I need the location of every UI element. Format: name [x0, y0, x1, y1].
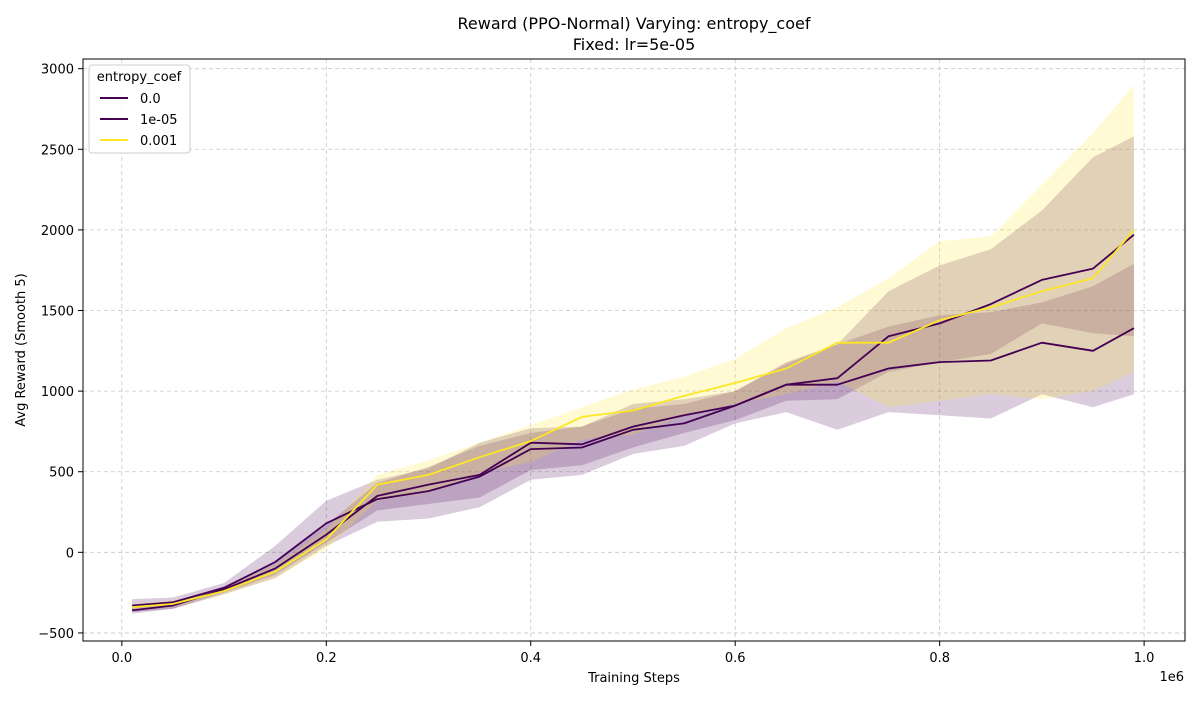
confidence-bands [132, 84, 1134, 614]
series-line-0 [132, 327, 1135, 607]
x-axis-label: Training Steps [587, 671, 680, 686]
x-tick-label: 0.0 [112, 651, 133, 666]
y-tick-label: 1000 [41, 385, 74, 400]
y-tick-label: 2500 [41, 143, 74, 158]
y-tick-label: 0 [66, 546, 74, 561]
legend-box [88, 64, 191, 154]
y-tick-label: 3000 [41, 63, 74, 78]
confidence-band-2 [132, 84, 1134, 611]
x-tick-label: 0.2 [316, 651, 337, 666]
series-line-1 [131, 234, 1135, 612]
legend-label: 0.001 [140, 134, 177, 149]
y-axis-label: Avg Reward (Smooth 5) [14, 273, 29, 426]
legend-title: entropy_coef [97, 70, 182, 85]
y-tick-label: 1500 [41, 305, 74, 320]
legend-label: 0.0 [140, 92, 161, 107]
grid-lines [83, 59, 1185, 641]
y-tick-label: 2000 [41, 224, 74, 239]
x-tick-label: 0.4 [520, 651, 541, 666]
x-tick-label: 1.0 [1134, 651, 1155, 666]
legend: entropy_coef 0.0 1e-05 0.001 [88, 64, 191, 154]
x-axis-scale-label: 1e6 [1159, 670, 1184, 685]
legend-label: 1e-05 [140, 113, 178, 128]
y-tick-label: −500 [38, 627, 74, 642]
x-axis-ticks: 0.0 0.2 0.4 0.6 0.8 1.0 [112, 641, 1155, 666]
series-line-2 [132, 229, 1135, 608]
chart-subtitle: Fixed: lr=5e-05 [573, 35, 696, 54]
x-tick-label: 0.6 [725, 651, 746, 666]
legend-entries: 0.0 1e-05 0.001 [100, 92, 178, 149]
plot-frame [82, 58, 1186, 642]
chart-title: Reward (PPO-Normal) Varying: entropy_coe… [458, 14, 811, 34]
y-tick-label: 500 [49, 466, 74, 481]
x-tick-label: 0.8 [929, 651, 950, 666]
confidence-band-0 [132, 263, 1134, 612]
y-axis-ticks: −500 0 500 1000 1500 2000 2500 3000 [38, 63, 83, 642]
series-lines [131, 229, 1135, 612]
